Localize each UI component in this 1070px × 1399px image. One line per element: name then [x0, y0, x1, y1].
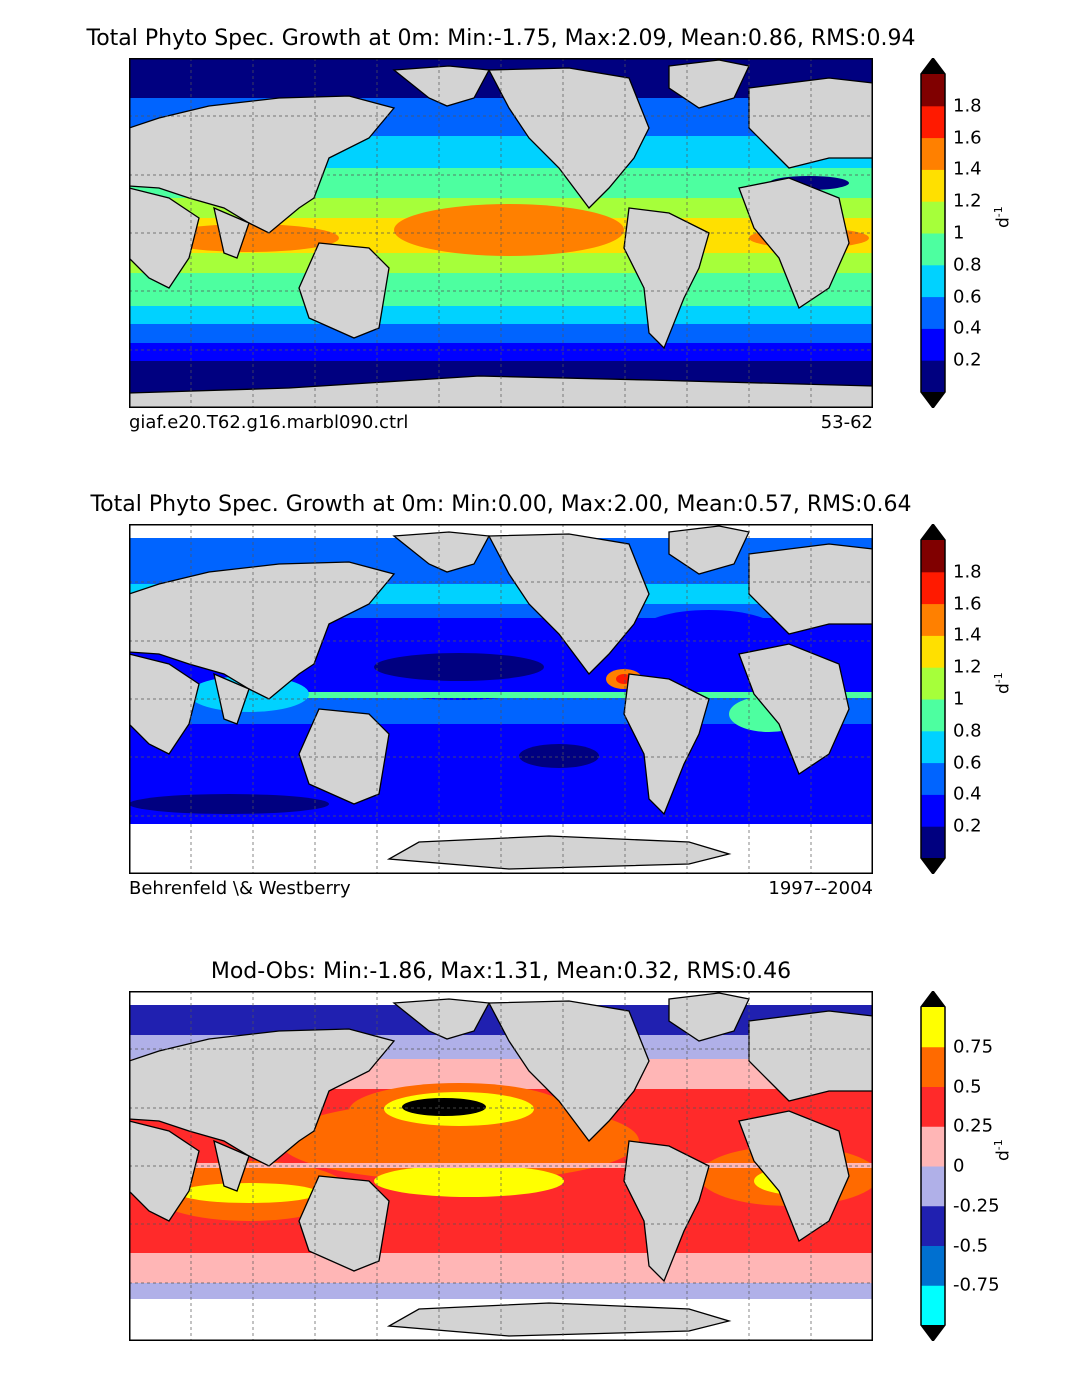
- colorbar-tick-label: 0.4: [953, 783, 982, 805]
- colorbar-tick-label: -0.5: [953, 1235, 989, 1256]
- colorbar-segment: [921, 1166, 945, 1207]
- caption-right: 1997--2004: [768, 878, 873, 899]
- colorbar-segment: [921, 1046, 945, 1087]
- colorbar-tick-label: 0.2: [953, 815, 982, 837]
- colorbar-extend-min: [921, 858, 945, 874]
- colorbar-segment: [921, 667, 945, 700]
- caption-left: giaf.e20.T62.g16.marbl090.ctrl: [129, 412, 409, 433]
- colorbar-segment: [921, 233, 945, 266]
- unit-exponent: -1: [992, 1139, 1005, 1151]
- colorbar-unit: d-1: [992, 1139, 1014, 1161]
- colorbar-tick-label: 1.4: [953, 624, 982, 646]
- colorbar-tick-label: 0.8: [953, 720, 982, 742]
- colorbar-segment: [921, 603, 945, 636]
- colorbar-extend-min: [921, 392, 945, 408]
- colorbar-segment: [921, 1245, 945, 1286]
- colorbar-segment: [921, 1205, 945, 1246]
- colorbar-unit: d-1: [992, 672, 1014, 694]
- colorbar-frame: [920, 58, 946, 408]
- colorbar-tick-label: 0.75: [953, 1036, 994, 1058]
- colorbar-frame: [920, 991, 946, 1341]
- panel-observed: Total Phyto Spec. Growth at 0m: Min:0.00…: [0, 466, 1070, 932]
- colorbar-segment: [921, 699, 945, 732]
- unit-base: d: [993, 217, 1014, 228]
- colorbar-segment: [921, 540, 945, 573]
- map-observed-growth: [129, 524, 873, 874]
- colorbar-tick-label: 1: [953, 688, 965, 710]
- colorbar-segment: [921, 328, 945, 361]
- colorbar: [920, 524, 946, 874]
- colorbar-segment: [921, 1285, 945, 1326]
- colorbar: [920, 58, 946, 408]
- colorbar-tick-label: 0.4: [953, 317, 982, 339]
- colorbar-extend-max: [921, 58, 945, 74]
- colorbar-tick-label: 1.6: [953, 127, 982, 149]
- colorbar-tick-label: 1.8: [953, 95, 982, 117]
- colorbar-segment: [921, 1126, 945, 1167]
- panel-model: Total Phyto Spec. Growth at 0m: Min:-1.7…: [0, 0, 1070, 466]
- colorbar-extend-min: [921, 1325, 945, 1341]
- caption-left: Behrenfeld \& Westberry: [129, 878, 351, 899]
- colorbar-tick-label: -0.25: [953, 1195, 1000, 1217]
- colorbar-segment: [921, 74, 945, 107]
- colorbar-segment: [921, 264, 945, 298]
- panel-difference: Mod-Obs: Min:-1.86, Max:1.31, Mean:0.32,…: [0, 933, 1070, 1399]
- colorbar-tick-label: 1.2: [953, 190, 982, 212]
- colorbar-segment: [921, 169, 945, 202]
- colorbar-segment: [921, 826, 945, 859]
- colorbar-segment: [921, 137, 945, 170]
- colorbar-tick-label: 1: [953, 222, 965, 244]
- colorbar-unit: d-1: [992, 206, 1014, 228]
- colorbar-extend-max: [921, 991, 945, 1007]
- map-difference: [129, 991, 873, 1341]
- colorbar-tick-label: 0.6: [953, 752, 982, 774]
- colorbar-segment: [921, 794, 945, 827]
- colorbar-tick-label: 0.25: [953, 1115, 994, 1137]
- colorbar-tick-label: 1.4: [953, 158, 982, 180]
- colorbar-segment: [921, 105, 945, 139]
- colorbar-tick-label: 1.6: [953, 593, 982, 615]
- map-model-growth: [129, 58, 873, 408]
- colorbar-tick-label: 1.2: [953, 656, 982, 678]
- colorbar-extend-max: [921, 524, 945, 540]
- panel-title: Total Phyto Spec. Growth at 0m: Min:0.00…: [90, 492, 912, 517]
- colorbar-segment: [921, 360, 945, 393]
- unit-base: d: [993, 1150, 1014, 1161]
- colorbar-tick-label: -0.75: [953, 1274, 1000, 1296]
- colorbar-segment: [921, 571, 945, 605]
- unit-base: d: [993, 683, 1014, 694]
- colorbar-tick-label: 0.8: [953, 254, 982, 276]
- caption-right: 53-62: [820, 412, 873, 433]
- colorbar-tick-label: 0.5: [953, 1076, 982, 1097]
- colorbar-tick-label: 0: [953, 1155, 965, 1177]
- colorbar-frame: [920, 524, 946, 874]
- colorbar: [920, 991, 946, 1341]
- panel-title: Mod-Obs: Min:-1.86, Max:1.31, Mean:0.32,…: [210, 959, 792, 984]
- colorbar-segment: [921, 1007, 945, 1048]
- colorbar-segment: [921, 1086, 945, 1127]
- colorbar-tick-label: 1.8: [953, 561, 982, 583]
- unit-exponent: -1: [992, 206, 1005, 218]
- unit-exponent: -1: [992, 672, 1005, 684]
- colorbar-segment: [921, 201, 945, 234]
- panel-title: Total Phyto Spec. Growth at 0m: Min:-1.7…: [86, 26, 916, 51]
- colorbar-tick-label: 0.6: [953, 286, 982, 308]
- colorbar-segment: [921, 730, 945, 764]
- colorbar-tick-label: 0.2: [953, 349, 982, 371]
- colorbar-segment: [921, 762, 945, 795]
- colorbar-segment: [921, 635, 945, 668]
- colorbar-segment: [921, 296, 945, 329]
